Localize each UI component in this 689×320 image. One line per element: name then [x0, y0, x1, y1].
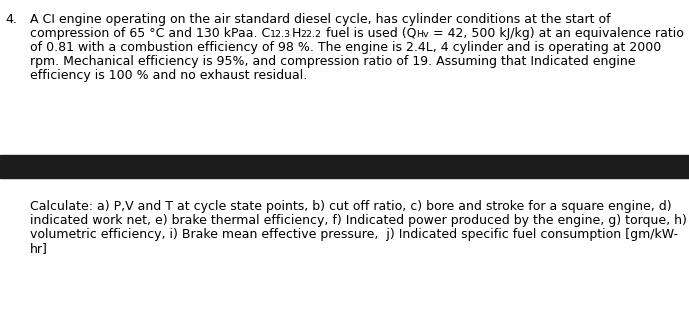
- Text: fuel is used (Q: fuel is used (Q: [322, 27, 416, 40]
- Text: Calculate: a) P,V and T at cycle state points, b) cut off ratio, c) bore and str: Calculate: a) P,V and T at cycle state p…: [30, 200, 672, 213]
- Text: rpm. Mechanical efficiency is 95%, and compression ratio of 19. Assuming that In: rpm. Mechanical efficiency is 95%, and c…: [30, 55, 635, 68]
- Text: volumetric efficiency, i) Brake mean effective pressure,  j) Indicated specific : volumetric efficiency, i) Brake mean eff…: [30, 228, 678, 241]
- Text: indicated work net, e) brake thermal efficiency, f) Indicated power produced by : indicated work net, e) brake thermal eff…: [30, 214, 687, 227]
- Text: = 42, 500 kJ/kg) at an equivalence ratio: = 42, 500 kJ/kg) at an equivalence ratio: [429, 27, 683, 40]
- Text: 22.2: 22.2: [301, 30, 322, 39]
- Text: H: H: [291, 27, 301, 40]
- Text: 12.3: 12.3: [270, 30, 291, 39]
- Text: A CI engine operating on the air standard diesel cycle, has cylinder conditions : A CI engine operating on the air standar…: [30, 13, 610, 26]
- Text: hr]: hr]: [30, 242, 48, 255]
- Text: compression of 65 °C and 130 kPaa. C: compression of 65 °C and 130 kPaa. C: [30, 27, 270, 40]
- Text: efficiency is 100 % and no exhaust residual.: efficiency is 100 % and no exhaust resid…: [30, 69, 307, 82]
- Bar: [0, 155, 689, 178]
- Text: of 0.81 with a combustion efficiency of 98 %. The engine is 2.4L, 4 cylinder and: of 0.81 with a combustion efficiency of …: [30, 41, 661, 54]
- Text: Hv: Hv: [416, 30, 429, 39]
- Text: 4.: 4.: [5, 13, 17, 26]
